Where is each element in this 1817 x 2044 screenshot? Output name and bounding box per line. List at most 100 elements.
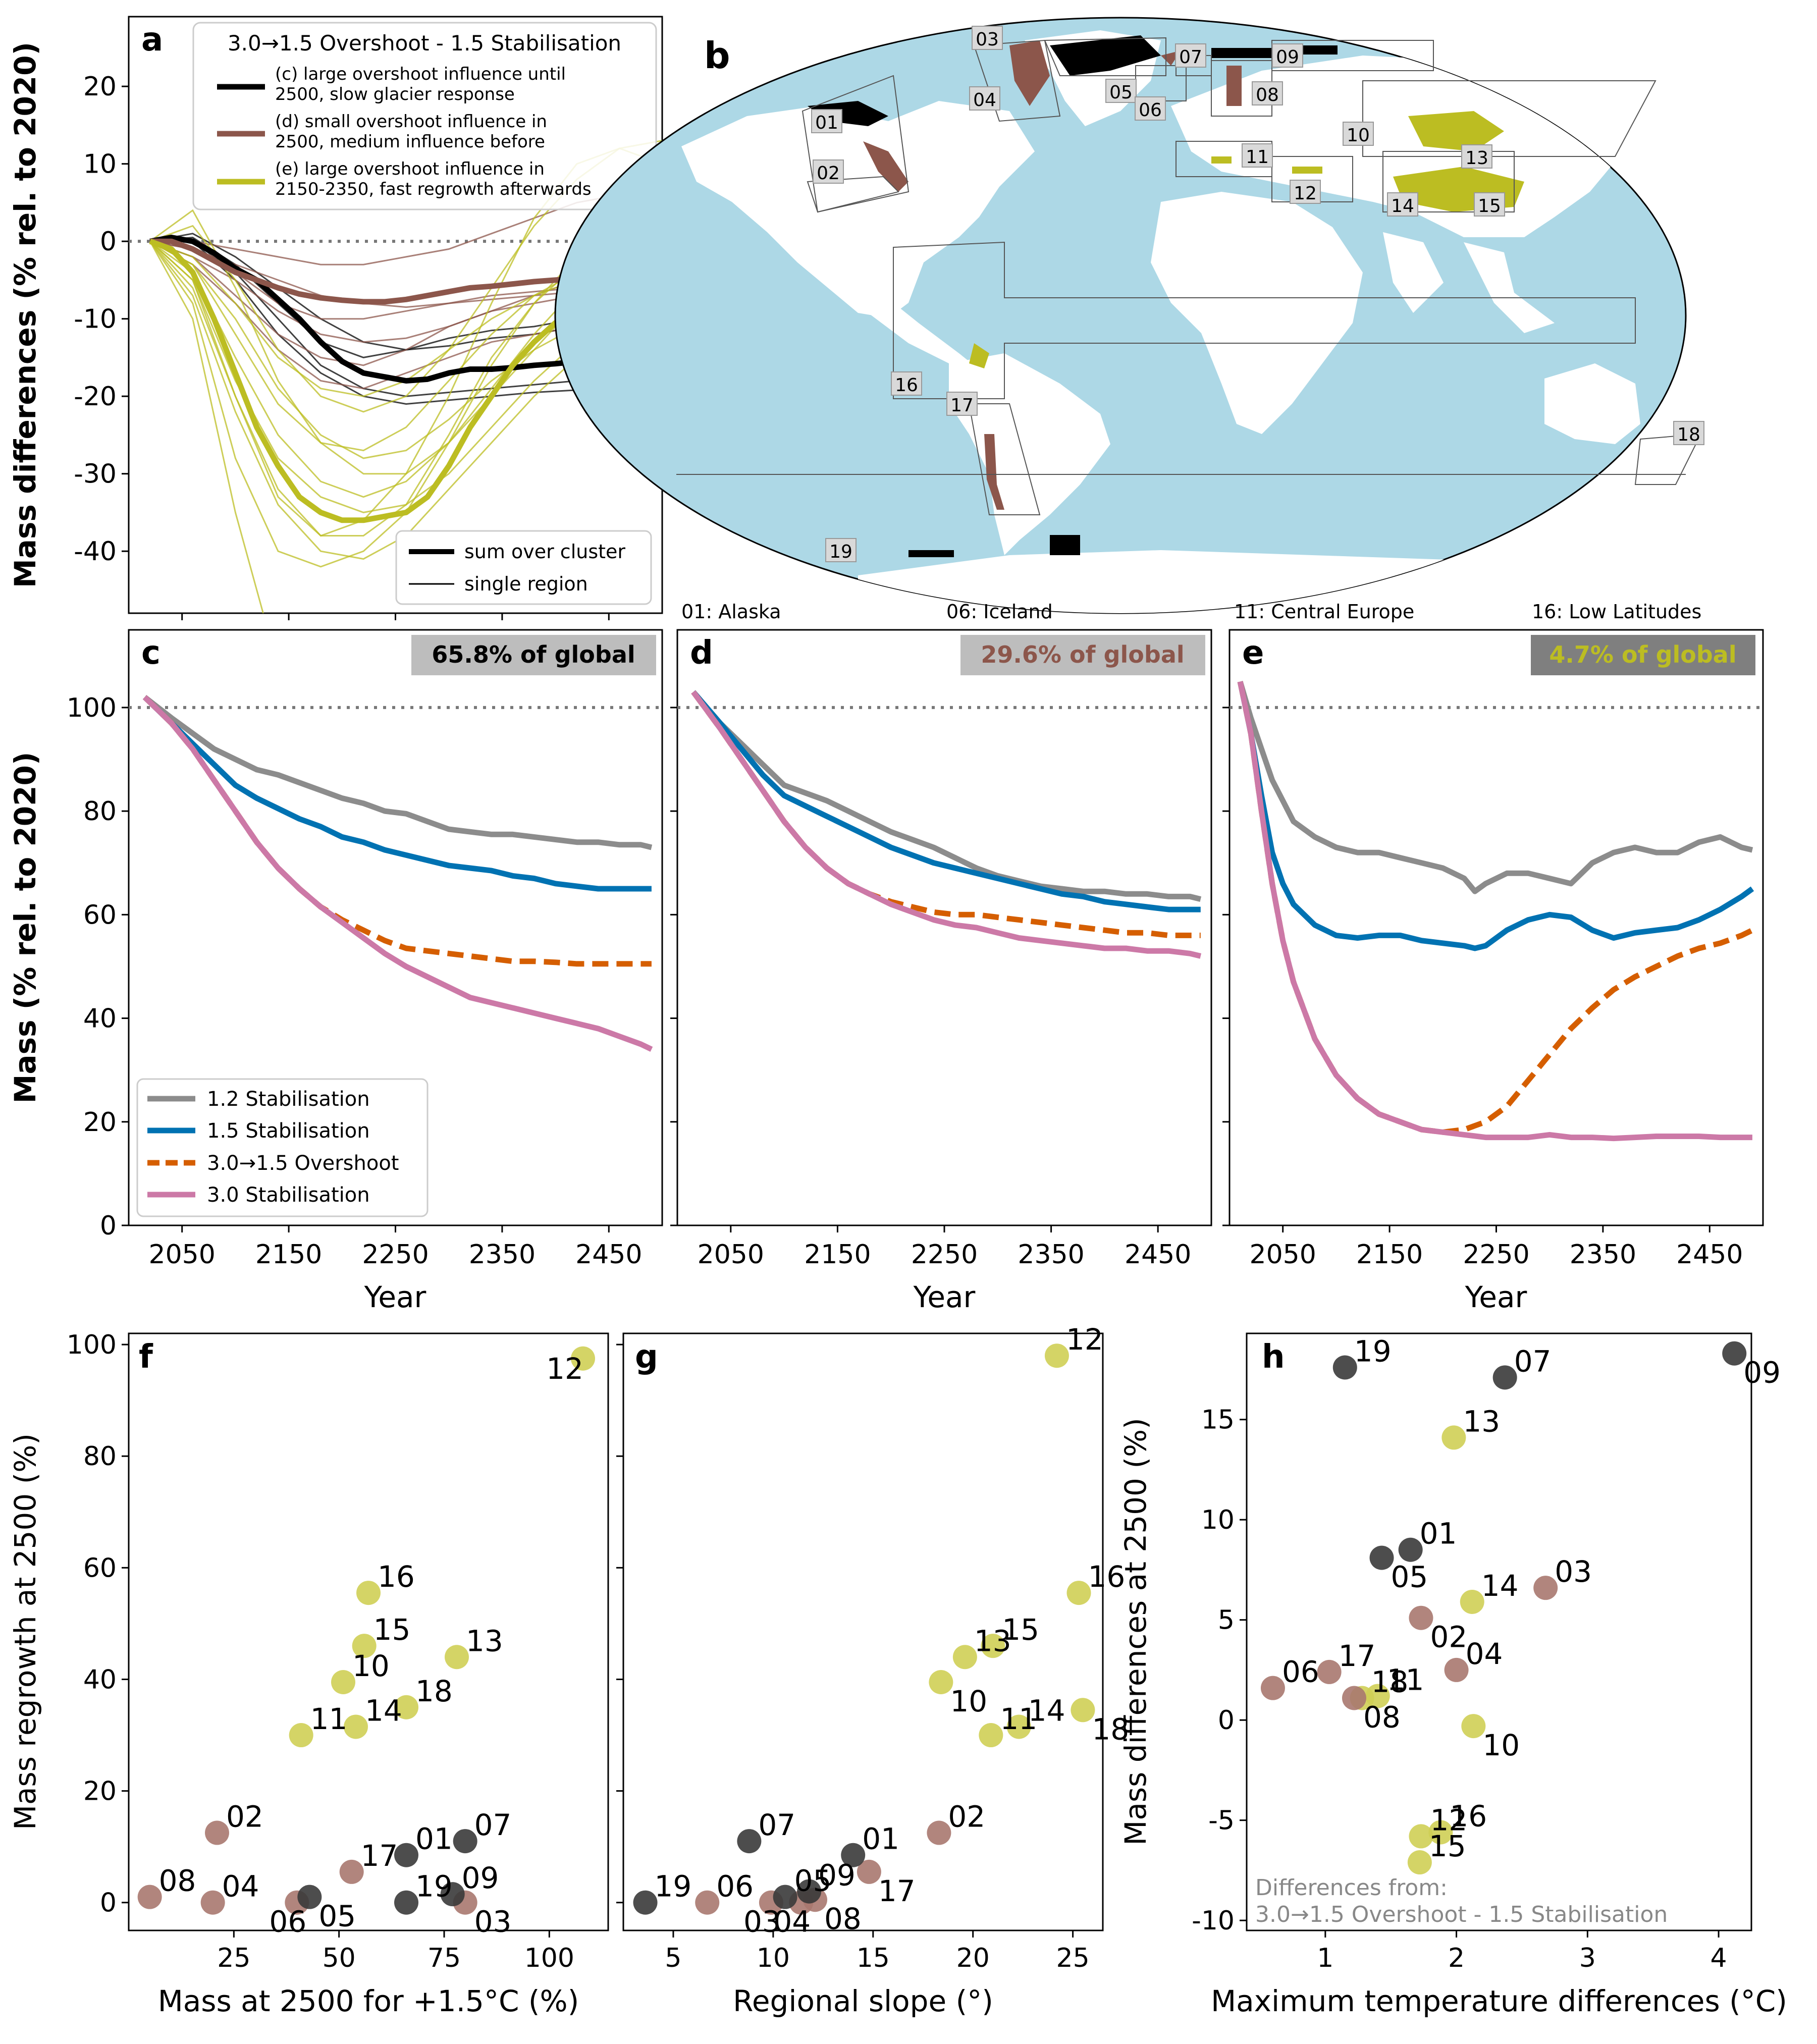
panel-c-xtick-label: 2150 xyxy=(255,1240,322,1270)
panel-h-xtick-label: 3 xyxy=(1579,1943,1596,1973)
legend-3-0-label: 3.0 Stabilisation xyxy=(207,1184,370,1207)
series-line-pink xyxy=(142,695,653,1052)
point-label-17: 17 xyxy=(361,1839,398,1873)
panel-e-xlabel: Year xyxy=(1465,1280,1527,1314)
point-16 xyxy=(1428,1820,1453,1845)
region-label-09: 09 xyxy=(1276,47,1299,68)
point-19 xyxy=(1332,1355,1357,1380)
panel-d-xtick-label: 2250 xyxy=(911,1240,978,1270)
region-label-11: 11 xyxy=(1246,147,1269,168)
region-label-12: 12 xyxy=(1294,183,1317,204)
point-label-15: 15 xyxy=(1429,1829,1466,1863)
glacier-greenland-periphery xyxy=(1050,35,1161,76)
point-label-17: 17 xyxy=(1339,1639,1376,1673)
point-label-02: 02 xyxy=(948,1800,985,1834)
glacier-central-asia xyxy=(1408,111,1504,151)
point-19 xyxy=(633,1890,658,1915)
point-02 xyxy=(1409,1605,1433,1630)
region-label-19: 19 xyxy=(829,542,852,562)
region-name-16: 16: Low Latitudes xyxy=(1532,601,1701,623)
panel-f-ylabel: Mass regrowth at 2500 (%) xyxy=(8,1433,42,1830)
point-label-12: 12 xyxy=(1430,1803,1467,1837)
region-label-box-06 xyxy=(1135,96,1166,121)
point-12 xyxy=(1044,1343,1069,1368)
panel-h-note-2: 3.0→1.5 Overshoot - 1.5 Stabilisation xyxy=(1255,1902,1668,1927)
panel-g-frame xyxy=(622,1332,1104,1931)
point-13 xyxy=(952,1645,977,1670)
point-16 xyxy=(1066,1581,1091,1605)
region-name-06: 06: Iceland xyxy=(946,601,1053,623)
panel-e-xtick-label: 2050 xyxy=(1250,1240,1316,1270)
point-18 xyxy=(394,1695,418,1719)
legend-d-line2: 2500, medium influence before xyxy=(275,132,545,152)
series-line-blue xyxy=(1237,681,1754,951)
region-name-01: 01: Alaska xyxy=(681,601,781,623)
point-18 xyxy=(1071,1698,1095,1723)
panel-c-xlabel: Year xyxy=(364,1280,426,1314)
panel-a-ytick-label: -10 xyxy=(74,304,117,335)
panel-d-letter: d xyxy=(690,634,713,672)
single-region-line-e xyxy=(149,241,264,613)
region-label-box-09 xyxy=(1272,43,1303,68)
glacier-scandinavia xyxy=(1226,66,1242,106)
point-label-01: 01 xyxy=(862,1822,899,1856)
panel-h-ytick-label: 15 xyxy=(1201,1405,1235,1435)
panel-a-legend xyxy=(192,22,657,210)
point-06 xyxy=(1260,1676,1285,1700)
region-label-05: 05 xyxy=(1109,82,1133,103)
panel-a-ytick-label: 20 xyxy=(83,72,117,102)
point-15 xyxy=(981,1634,1005,1658)
point-07 xyxy=(453,1829,477,1854)
glacier-antarctic-b xyxy=(1050,535,1080,555)
panel-f-ytick-label: 40 xyxy=(83,1664,117,1695)
panel-d-axes: 2050 2150 2250 2350 2450 xyxy=(670,707,1191,1270)
point-label-11: 11 xyxy=(310,1702,348,1736)
land-north-america xyxy=(681,101,1035,318)
point-label-17: 17 xyxy=(878,1874,916,1908)
point-09 xyxy=(440,1882,465,1907)
land-se-asia xyxy=(1464,242,1555,333)
panel-a-legend-title: 3.0→1.5 Overshoot - 1.5 Stabilisation xyxy=(228,31,621,56)
panel-a-ytick-label: -20 xyxy=(74,382,117,412)
panel-e: 2050 2150 2250 2350 2450 e 4.7% of global Ye… xyxy=(1222,629,1764,1314)
point-13 xyxy=(1441,1425,1466,1450)
point-label-06: 06 xyxy=(1282,1655,1319,1689)
glacier-antarctic-a xyxy=(908,550,954,557)
point-label-07: 07 xyxy=(1514,1344,1552,1378)
region-label-box-04 xyxy=(969,86,1000,111)
panel-a-ytick-label: -40 xyxy=(74,536,117,567)
panel-c-ytick-label: 60 xyxy=(83,900,117,930)
panel-c-lines xyxy=(142,695,653,1052)
panel-d-xtick-label: 2050 xyxy=(698,1240,764,1270)
point-label-05: 05 xyxy=(318,1899,356,1933)
glacier-w-canada xyxy=(863,141,908,192)
point-label-11: 11 xyxy=(1000,1702,1037,1736)
panel-e-xtick-label: 2450 xyxy=(1676,1240,1743,1270)
point-08 xyxy=(137,1885,162,1909)
panel-h-ytick-label: 0 xyxy=(1218,1705,1235,1736)
point-label-06: 06 xyxy=(716,1869,754,1904)
panel-a-ytick-label: 10 xyxy=(83,149,117,180)
region-label-15: 15 xyxy=(1478,196,1501,217)
point-17 xyxy=(857,1859,881,1884)
panel-h-xtick-label: 1 xyxy=(1317,1943,1333,1973)
land-australia xyxy=(1544,363,1640,444)
point-02 xyxy=(927,1820,951,1845)
legend-c-line1: (c) large overshoot influence until xyxy=(275,64,566,84)
land-india xyxy=(1383,232,1444,313)
point-05 xyxy=(1369,1545,1394,1570)
panel-h-ytick-label: -10 xyxy=(1192,1906,1235,1936)
point-label-10: 10 xyxy=(950,1684,987,1718)
point-label-03: 03 xyxy=(743,1905,781,1939)
point-label-13: 13 xyxy=(974,1624,1011,1658)
point-label-01: 01 xyxy=(415,1822,453,1856)
legend-sum-label: sum over cluster xyxy=(464,541,625,563)
panel-e-xtick-label: 2250 xyxy=(1463,1240,1529,1270)
region-label-18: 18 xyxy=(1677,424,1700,445)
panel-g-xtick-label: 25 xyxy=(1056,1943,1090,1973)
panel-c-ylabel: Mass (% rel. to 2020) xyxy=(8,752,42,1104)
point-label-10: 10 xyxy=(1482,1728,1520,1762)
